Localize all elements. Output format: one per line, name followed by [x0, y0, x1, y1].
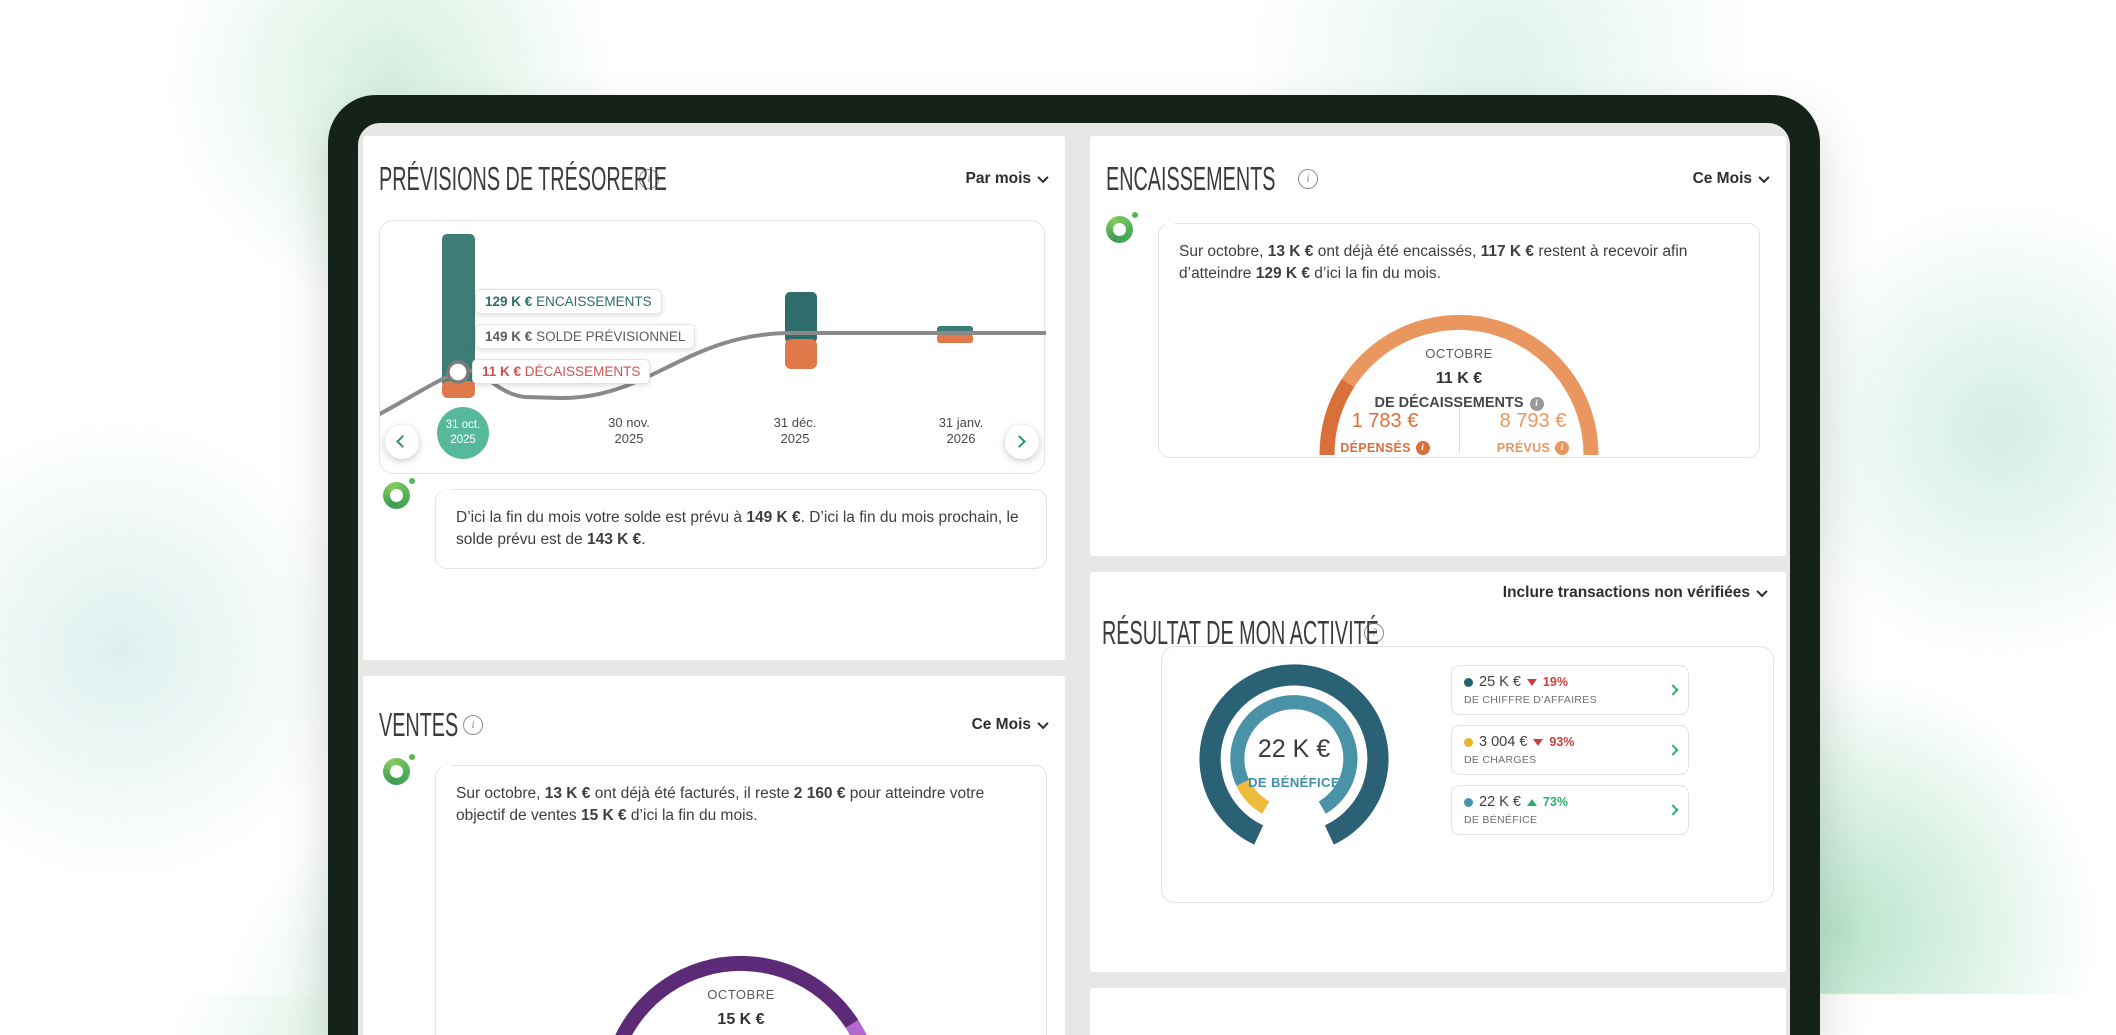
- info-icon[interactable]: i: [639, 169, 659, 189]
- info-icon[interactable]: i: [1298, 169, 1318, 189]
- trend-up-icon: [1526, 798, 1537, 806]
- partial-panel: [1090, 988, 1786, 1035]
- help-icon[interactable]: ?: [1364, 623, 1384, 643]
- chevron-right-icon: [1667, 744, 1679, 756]
- tooltip-solde-previsionnel: 149 K € SOLDE PRÉVISIONNEL: [475, 324, 696, 349]
- item-chiffre-affaires[interactable]: 25 K € 19% DE CHIFFRE D’AFFAIRES: [1451, 665, 1689, 715]
- encaissements-gauge: OCTOBRE 11 K € DE DÉCAISSEMENTS i 1 783 …: [1311, 307, 1607, 456]
- stat-depenses: 1 783 € DÉPENSÉS i: [1311, 407, 1459, 456]
- trend-down-icon: [1533, 738, 1544, 746]
- advisor-avatar: [383, 754, 415, 785]
- period-dropdown-encaissements[interactable]: Ce Mois: [1693, 170, 1770, 188]
- panel-title-ventes: VENTES: [379, 706, 459, 743]
- panel-encaissements: ENCAISSEMENTS i Ce Mois Sur octobre, 13 …: [1090, 136, 1786, 556]
- cashflow-chart: 129 K € ENCAISSEMENTS 149 K € SOLDE PRÉV…: [379, 220, 1046, 474]
- bar-encaissements-oct[interactable]: [442, 234, 475, 387]
- gauge-month: OCTOBRE: [1425, 346, 1493, 361]
- cashflow-chart-canvas: [380, 234, 1046, 417]
- gauge-value: 15 K €: [717, 1010, 765, 1028]
- legend-dot: [1464, 737, 1473, 747]
- chevron-down-icon: [1756, 585, 1768, 598]
- filter-dropdown-transactions[interactable]: Inclure transactions non vérifiées: [1503, 584, 1768, 602]
- tooltip-encaissements: 129 K € ENCAISSEMENTS: [475, 289, 662, 314]
- info-icon[interactable]: i: [1555, 441, 1570, 456]
- solde-previsionnel-line: [380, 331, 1046, 417]
- benefice-label: DE BÉNÉFICE: [1248, 775, 1340, 790]
- x-axis-labels: 31 oct. 2025 30 nov. 2025 31 déc. 2025 3…: [380, 407, 1044, 459]
- legend-dot: [1464, 677, 1473, 687]
- chevron-right-icon: [1667, 804, 1679, 816]
- dashboard-screen: PRÉVISIONS DE TRÉSORERIE i Par mois: [358, 123, 1790, 1035]
- device-frame: PRÉVISIONS DE TRÉSORERIE i Par mois: [328, 95, 1820, 1035]
- advisor-avatar: [1106, 212, 1138, 243]
- trend-down-icon: [1526, 678, 1537, 686]
- advisor-avatar: [383, 478, 415, 509]
- gauge-month: OCTOBRE: [707, 987, 775, 1002]
- resultat-items: 25 K € 19% DE CHIFFRE D’AFFAIRES 3 004 €: [1451, 665, 1689, 845]
- info-icon[interactable]: i: [463, 715, 483, 735]
- chevron-left-icon: [396, 435, 409, 448]
- panel-ventes: VENTES i Ce Mois Sur octobre, 13 K € ont…: [363, 676, 1065, 1035]
- info-icon[interactable]: i: [1415, 441, 1430, 456]
- x-label-nov: 30 nov. 2025: [608, 415, 650, 447]
- item-benefice[interactable]: 22 K € 73% DE BÉNÉFICE: [1451, 785, 1689, 835]
- panel-title-resultat: RÉSULTAT DE MON ACTIVITÉ: [1102, 614, 1379, 651]
- period-dropdown-ventes[interactable]: Ce Mois: [972, 716, 1049, 734]
- advice-bubble-previsions: D’ici la fin du mois votre solde est pré…: [435, 479, 1047, 569]
- stat-prevus: 8 793 € PRÉVUS i: [1459, 407, 1607, 456]
- ventes-gauge: OCTOBRE 15 K € OBJECTIF i 13 K € FACTURÉ…: [593, 948, 889, 1035]
- panel-title-encaissements: ENCAISSEMENTS: [1106, 160, 1276, 197]
- bar-decaissements-oct[interactable]: [442, 381, 475, 398]
- panel-resultat-activite: Inclure transactions non vérifiées RÉSUL…: [1090, 572, 1786, 972]
- chevron-down-icon: [1037, 717, 1049, 730]
- gauge-label: DE DÉCAISSEMENTS i: [1311, 393, 1607, 414]
- resultat-card: 22 K € DE BÉNÉFICE 25 K € 19% DE CHIFFRE…: [1161, 646, 1774, 903]
- period-dropdown-previsions[interactable]: Par mois: [966, 170, 1049, 188]
- date-pill-active[interactable]: 31 oct. 2025: [437, 407, 489, 459]
- divider: [1459, 409, 1460, 453]
- panel-previsions-tresorerie: PRÉVISIONS DE TRÉSORERIE i Par mois: [363, 136, 1065, 660]
- solde-marker[interactable]: [446, 360, 470, 384]
- legend-dot: [1464, 797, 1473, 807]
- panel-title-previsions: PRÉVISIONS DE TRÉSORERIE: [379, 160, 667, 197]
- chevron-down-icon: [1037, 171, 1049, 184]
- bar-decaissements-dec[interactable]: [785, 339, 817, 369]
- benefice-value: 22 K €: [1257, 735, 1331, 763]
- chevron-right-icon: [1013, 435, 1026, 448]
- bar-encaissements-dec[interactable]: [785, 292, 817, 343]
- gauge-value: 11 K €: [1435, 369, 1483, 387]
- benefice-donut: 22 K € DE BÉNÉFICE: [1188, 653, 1400, 865]
- chevron-down-icon: [1758, 171, 1770, 184]
- prev-month-button[interactable]: [385, 425, 419, 459]
- advice-bubble-encaissements: Sur octobre, 13 K € ont déjà été encaiss…: [1158, 213, 1760, 458]
- bar-decaissements-janv[interactable]: [937, 334, 973, 343]
- chevron-right-icon: [1667, 684, 1679, 696]
- advice-bubble-ventes: Sur octobre, 13 K € ont déjà été facturé…: [435, 755, 1047, 1035]
- tooltip-decaissements: 11 K € DÉCAISSEMENTS: [472, 359, 651, 384]
- next-month-button[interactable]: [1005, 425, 1039, 459]
- encaissements-gauge-arc: [1319, 314, 1599, 456]
- benefice-donut-arcs: [1199, 664, 1389, 845]
- info-icon[interactable]: i: [1529, 396, 1544, 411]
- x-label-dec: 31 déc. 2025: [773, 415, 817, 447]
- item-charges[interactable]: 3 004 € 93% DE CHARGES: [1451, 725, 1689, 775]
- x-label-janv: 31 janv. 2026: [938, 415, 984, 447]
